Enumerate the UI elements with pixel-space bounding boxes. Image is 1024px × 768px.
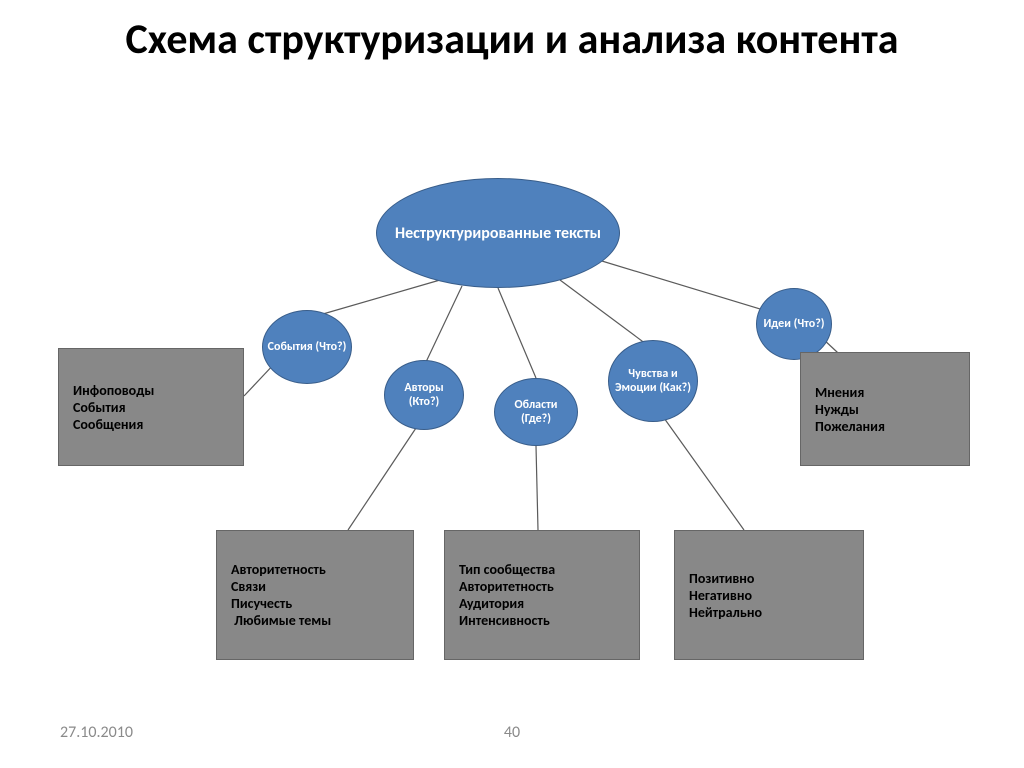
- box-line: Авторитетность: [459, 578, 625, 595]
- box-line: Инфоповоды: [73, 382, 229, 399]
- footer-page: 40: [0, 723, 1024, 742]
- node-ideas-label: Идеи (Что?): [763, 317, 824, 331]
- box-line: События: [73, 399, 229, 416]
- box-line: Связи: [231, 578, 399, 595]
- box-line: Сообщения: [73, 416, 229, 433]
- box-line: Позитивно: [689, 570, 849, 587]
- node-feelings: Чувства и Эмоции (Как?): [608, 340, 698, 422]
- box-line: Писучесть: [231, 595, 399, 612]
- box-line: Мнения: [815, 384, 955, 401]
- box-line: Нужды: [815, 401, 955, 418]
- box-line: Аудитория: [459, 595, 625, 612]
- box-line: Нейтрально: [689, 604, 849, 621]
- slide-title: Схема структуризации и анализа контента: [0, 18, 1024, 62]
- box-sentiment: ПозитивноНегативноНейтрально: [674, 530, 864, 660]
- node-events: События (Что?): [262, 310, 352, 384]
- node-areas-label: Области (Где?): [499, 398, 573, 426]
- node-feelings-label: Чувства и Эмоции (Как?): [613, 367, 693, 395]
- box-line: Негативно: [689, 587, 849, 604]
- node-ideas: Идеи (Что?): [756, 288, 832, 360]
- node-root: Неструктурированные тексты: [376, 178, 620, 288]
- box-authority: АвторитетностьСвязиПисучесть Любимые тем…: [216, 530, 414, 660]
- box-info: ИнфоповодыСобытияСообщения: [58, 348, 244, 466]
- box-line: Тип сообщества: [459, 561, 625, 578]
- node-authors-label: Авторы (Кто?): [389, 381, 459, 409]
- box-community: Тип сообществаАвторитетностьАудиторияИнт…: [444, 530, 640, 660]
- box-line: Интенсивность: [459, 612, 625, 629]
- slide: Схема структуризации и анализа контента …: [0, 0, 1024, 768]
- node-root-label: Неструктурированные тексты: [395, 224, 601, 243]
- box-line: Любимые темы: [231, 612, 399, 629]
- box-opinions: МненияНуждыПожелания: [800, 352, 970, 466]
- node-authors: Авторы (Кто?): [384, 360, 464, 430]
- node-areas: Области (Где?): [494, 378, 578, 446]
- box-line: Авторитетность: [231, 561, 399, 578]
- box-line: Пожелания: [815, 418, 955, 435]
- node-events-label: События (Что?): [268, 340, 347, 354]
